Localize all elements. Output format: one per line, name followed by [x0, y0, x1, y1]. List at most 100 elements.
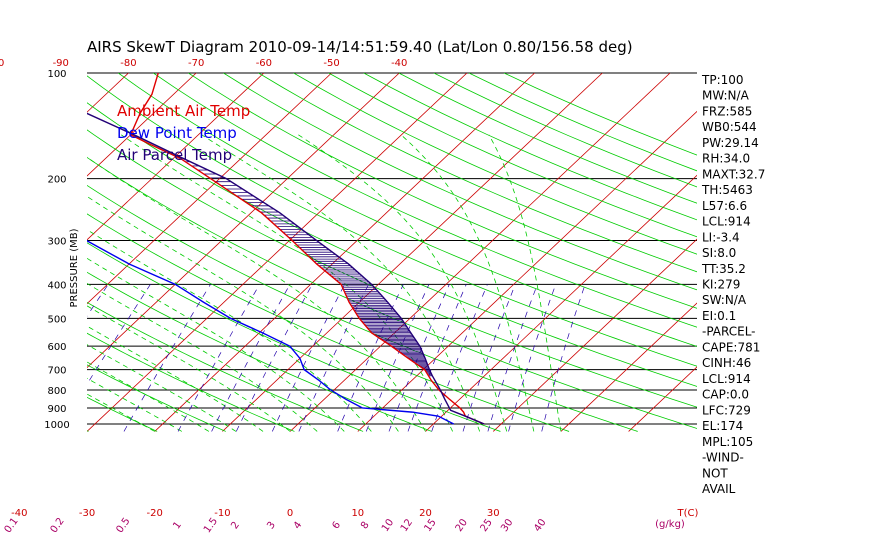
dry-adiabat-line	[503, 73, 697, 156]
temp-tick-top-label: -100	[0, 58, 4, 69]
mixing-ratio-tick-label: 12	[399, 517, 415, 534]
dry-adiabat-line	[0, 73, 20, 431]
temp-tick-top-label: -70	[188, 58, 204, 69]
moist-adiabat-line	[87, 195, 399, 432]
mixing-ratio-line	[123, 284, 211, 432]
isotherm-line	[154, 73, 535, 432]
mixing-ratio-line	[272, 284, 345, 432]
moist-adiabat-line	[87, 257, 345, 432]
mixing-ratio-tick-label: 40	[532, 517, 548, 534]
moist-adiabat-grid	[87, 134, 562, 432]
dry-adiabat-line	[188, 73, 697, 309]
mixing-ratio-line	[541, 284, 586, 432]
moist-adiabat-line	[87, 229, 372, 432]
moist-adiabat-line	[488, 134, 562, 432]
pressure-tick-label: 300	[47, 236, 66, 247]
isotherm-line	[87, 73, 265, 241]
pressure-tick-label: 1000	[44, 420, 69, 431]
ambient-temp-line	[129, 73, 485, 425]
moist-adiabat-line	[298, 134, 508, 432]
mixing-ratio-line	[337, 284, 404, 432]
dry-adiabat-line	[153, 73, 697, 328]
stat-entry: LI:-3.4	[702, 230, 740, 244]
mixing-ratio-line	[211, 284, 291, 432]
stat-entry: CAPE:781	[702, 340, 760, 354]
dry-adiabat-line	[87, 396, 158, 432]
moist-adiabat-line	[87, 325, 264, 432]
dry-adiabat-line	[258, 73, 697, 273]
dry-adiabat-line	[87, 102, 697, 387]
dry-adiabat-line	[363, 73, 697, 221]
stat-entry: NOT	[702, 466, 728, 480]
moist-adiabat-line	[87, 393, 155, 432]
dry-adiabat-line	[433, 73, 697, 188]
pressure-tick-label: 500	[47, 314, 66, 325]
moist-adiabat-line	[87, 156, 426, 432]
pressure-tick-label: 600	[47, 342, 66, 353]
dry-adiabat-line	[87, 364, 226, 432]
dry-adiabat-line	[87, 271, 432, 432]
dry-adiabat-line	[87, 332, 295, 432]
legend-entry: Dew Point Temp	[117, 124, 237, 142]
dry-adiabat-line	[87, 213, 570, 432]
isotherm-line	[425, 174, 697, 432]
moist-adiabat-line	[87, 361, 210, 432]
stat-entry: EI:0.1	[702, 309, 736, 323]
isotherm-grid	[87, 73, 697, 432]
stat-entry: L57:6.6	[702, 199, 747, 213]
temp-tick-top-label: -80	[120, 58, 136, 69]
legend-entry: Ambient Air Temp	[117, 102, 250, 120]
parcel-line	[87, 112, 485, 425]
mixing-ratio-tick-label: 6	[331, 520, 344, 532]
legend: Ambient Air Temp Dew Point Temp Air Parcel…	[117, 102, 250, 164]
moist-adiabat-line	[87, 344, 237, 432]
mixing-ratio-line	[177, 284, 260, 432]
temp-tick-top-label: -40	[391, 58, 407, 69]
dry-adiabat-line	[328, 73, 697, 238]
mixing-ratio-tick-label: 10	[380, 517, 396, 534]
mixing-ratio-line	[388, 284, 450, 432]
mixing-ratio-tick-label: 0.5	[115, 516, 133, 535]
mixing-ratio-tick-label: 20	[454, 517, 470, 534]
isotherm-line	[628, 366, 697, 432]
stat-entry: PW:29.14	[702, 136, 759, 150]
isotherm-line	[87, 73, 400, 369]
stat-entry: MW:N/A	[702, 89, 750, 103]
stat-entry: SI:8.0	[702, 246, 736, 260]
stat-entry: MAXT:32.7	[702, 167, 765, 181]
mixing-ratio-tick-label: 2	[229, 520, 242, 532]
stat-entry: MPL:105	[702, 435, 753, 449]
temp-tick-bottom-label: 30	[487, 508, 500, 519]
dry-adiabat-line	[293, 73, 697, 255]
dry-adiabat-line	[87, 301, 364, 432]
dry-adiabat-line	[223, 73, 697, 291]
isotherm-line	[222, 73, 603, 432]
dewpoint-line	[87, 239, 455, 425]
stat-entry: LFC:729	[702, 403, 751, 417]
mixing-ratio-line	[462, 284, 516, 432]
stat-entry: AVAIL	[702, 482, 736, 496]
temp-tick-top-label: -50	[323, 58, 339, 69]
temp-tick-bottom-label: 0	[287, 508, 293, 519]
legend-entry: Air Parcel Temp	[117, 146, 232, 164]
dry-adiabat-line	[87, 242, 501, 432]
isotherm-line	[289, 73, 671, 432]
temp-tick-bottom-label: -20	[147, 508, 163, 519]
y-axis-label: PRESSURE (MB)	[69, 228, 80, 307]
stat-entry: EL:174	[702, 419, 743, 433]
stat-entry: CAP:0.0	[702, 388, 749, 402]
stat-entry: WB0:544	[702, 120, 757, 134]
dry-adiabat-line	[87, 129, 697, 408]
pressure-tick-label: 100	[47, 69, 66, 80]
mixing-ratio-tick-label: 3	[265, 520, 278, 532]
mixing-ratio-line	[431, 284, 488, 432]
mixing-ratio-line	[487, 284, 538, 432]
temp-tick-top-label: -90	[53, 58, 69, 69]
stat-entry: FRZ:585	[702, 104, 752, 118]
mixing-ratio-line	[508, 284, 557, 432]
mixing-ratio-line	[235, 284, 313, 432]
dry-adiabat-line	[87, 156, 697, 429]
mixing-ratio-grid	[87, 284, 586, 432]
